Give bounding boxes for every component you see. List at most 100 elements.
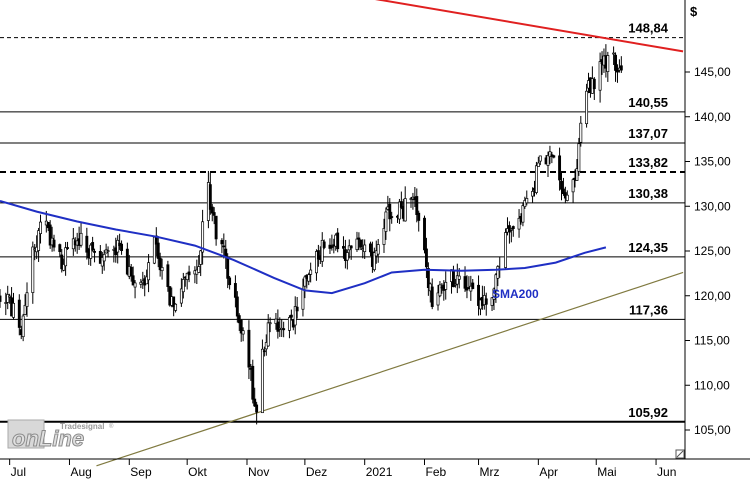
candle-body (39, 221, 42, 234)
x-tick-label: Dez (306, 465, 327, 479)
candle (560, 172, 563, 201)
candle-body (471, 282, 475, 289)
candle (12, 292, 15, 320)
candle (220, 238, 224, 254)
candle-body (260, 348, 264, 414)
candle (64, 241, 68, 276)
candle (477, 275, 480, 316)
candle-body (301, 289, 305, 310)
candle-body (295, 306, 299, 312)
candle (6, 285, 10, 310)
candle-body (453, 283, 457, 286)
candle (199, 249, 203, 277)
candle (303, 275, 307, 299)
candle (307, 272, 311, 286)
candle-body (179, 288, 183, 304)
candle (266, 314, 270, 347)
candle-body (66, 247, 69, 249)
candle (426, 262, 430, 296)
candle (131, 266, 135, 286)
y-tick-label: 105,00 (694, 423, 731, 437)
candle (214, 215, 218, 246)
candle-body (315, 251, 318, 274)
candle-body (359, 239, 363, 248)
candle-body (388, 203, 392, 220)
candle (25, 282, 29, 317)
candle-body (129, 267, 133, 277)
candle-body (415, 196, 419, 215)
y-tick-label: 125,00 (694, 244, 731, 258)
support-trendline (96, 271, 684, 467)
y-axis: 105,00 110,00 115,00 120,00 125,00 130,00 135,… (685, 65, 731, 437)
candle-body (23, 304, 27, 315)
candle-body (546, 155, 550, 166)
candle-body (158, 257, 162, 271)
candle-body (37, 230, 41, 251)
candle-body (145, 276, 149, 285)
candle (345, 249, 349, 270)
candle-body (384, 211, 388, 232)
candle-body (438, 284, 442, 297)
candle (417, 210, 421, 232)
candle-body (517, 217, 521, 230)
candle (453, 278, 457, 288)
level-label: 148,84 (628, 21, 669, 36)
candle (548, 145, 552, 165)
candle-body (309, 269, 313, 275)
candle-body (168, 286, 172, 306)
resize-grip[interactable] (675, 449, 685, 459)
candle (251, 359, 255, 404)
currency-label: $ (690, 4, 698, 19)
candle (79, 223, 83, 248)
candle-body (552, 155, 556, 158)
candle-body (490, 297, 494, 306)
candle-body (58, 244, 62, 253)
candle-body (430, 286, 434, 307)
candle (174, 303, 178, 313)
candle-body (342, 246, 345, 249)
candle (160, 258, 164, 280)
candle (85, 227, 89, 260)
candle (17, 294, 21, 336)
candle (376, 238, 380, 263)
candle-body (423, 217, 426, 251)
candle (504, 228, 507, 269)
candle (316, 244, 320, 267)
candle-body (274, 318, 278, 324)
candle (423, 215, 426, 254)
candle (359, 239, 363, 251)
candle-body (372, 252, 376, 271)
candle (102, 250, 106, 271)
candle-body (106, 250, 110, 252)
candle-body (531, 191, 535, 197)
candle (168, 286, 172, 307)
candle-body (125, 248, 129, 275)
candle (546, 151, 550, 178)
candle-body (457, 275, 461, 280)
candle-body (89, 244, 93, 259)
candle-body (363, 244, 367, 253)
y-tick-label: 120,00 (694, 289, 731, 303)
candle-body (147, 262, 151, 281)
candle-body (208, 184, 212, 210)
candle (496, 265, 500, 287)
candle (511, 225, 515, 237)
candle (517, 209, 521, 238)
candle-body (504, 232, 507, 268)
candle-body (558, 155, 562, 181)
candle (282, 321, 286, 338)
candle-body (276, 321, 280, 332)
candle-body (262, 350, 266, 353)
candle-body (287, 317, 291, 331)
candle-body (17, 299, 21, 328)
candle-body (79, 232, 83, 246)
candle-body (220, 240, 224, 245)
candle (585, 83, 589, 128)
candle-body (579, 122, 583, 143)
candle-body (166, 264, 170, 287)
candle (531, 187, 535, 203)
candle (241, 327, 245, 342)
candle (523, 196, 527, 209)
candle-body (614, 54, 617, 71)
candle-body (241, 330, 245, 335)
